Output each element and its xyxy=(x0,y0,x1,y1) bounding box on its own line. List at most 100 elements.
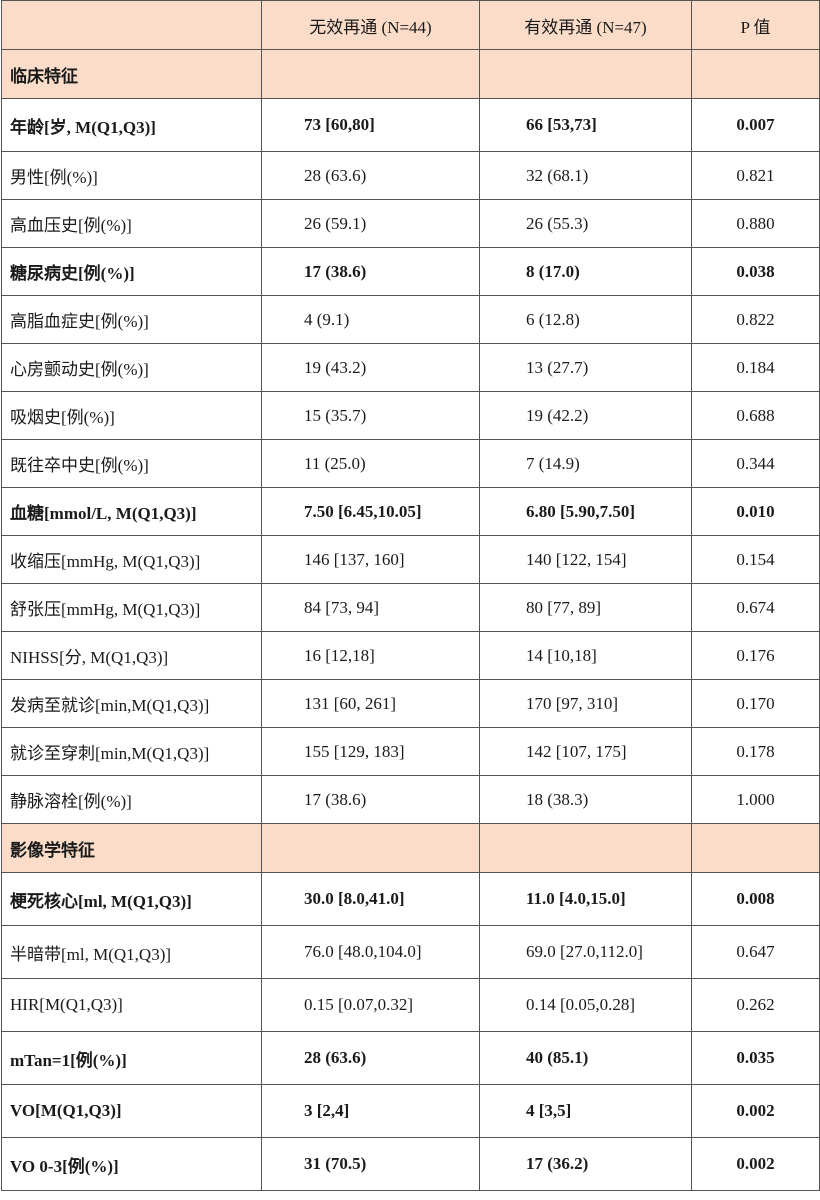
value-ineffective: 11 (25.0) xyxy=(261,439,480,488)
p-value: 0.822 xyxy=(691,295,820,344)
table-row: 半暗带[ml, M(Q1,Q3)] 76.0 [48.0,104.0] 69.0 [… xyxy=(1,925,820,979)
p-value: 0.344 xyxy=(691,439,820,488)
table-row: mTan=1[例(%)] 28 (63.6) 40 (85.1) 0.035 xyxy=(1,1031,820,1085)
table-row: VO 0-3[例(%)] 31 (70.5) 17 (36.2) 0.002 xyxy=(1,1137,820,1191)
value-effective: 140 [122, 154] xyxy=(479,535,692,584)
value-effective: 0.14 [0.05,0.28] xyxy=(479,978,692,1032)
section-title: 影像学特征 xyxy=(1,823,262,873)
table-row: 舒张压[mmHg, M(Q1,Q3)] 84 [73, 94] 80 [77, 89… xyxy=(1,583,820,632)
row-label: 年龄[岁, M(Q1,Q3)] xyxy=(1,98,262,152)
row-label: 高血压史[例(%)] xyxy=(1,199,262,248)
value-ineffective: 17 (38.6) xyxy=(261,775,480,824)
section-empty-cell xyxy=(691,49,820,99)
value-effective: 170 [97, 310] xyxy=(479,679,692,728)
p-value: 0.002 xyxy=(691,1137,820,1191)
value-effective: 13 (27.7) xyxy=(479,343,692,392)
value-ineffective: 19 (43.2) xyxy=(261,343,480,392)
value-effective: 17 (36.2) xyxy=(479,1137,692,1191)
table-row: 发病至就诊[min,M(Q1,Q3)] 131 [60, 261] 170 [97,… xyxy=(1,679,820,728)
section-empty-cell xyxy=(261,49,480,99)
value-effective: 32 (68.1) xyxy=(479,151,692,200)
table-row: 高脂血症史[例(%)] 4 (9.1) 6 (12.8) 0.822 xyxy=(1,295,820,344)
row-label: 半暗带[ml, M(Q1,Q3)] xyxy=(1,925,262,979)
section-row: 临床特征 xyxy=(1,49,820,99)
row-label: NIHSS[分, M(Q1,Q3)] xyxy=(1,631,262,680)
p-value: 0.880 xyxy=(691,199,820,248)
value-ineffective: 31 (70.5) xyxy=(261,1137,480,1191)
row-label: 静脉溶栓[例(%)] xyxy=(1,775,262,824)
value-effective: 14 [10,18] xyxy=(479,631,692,680)
value-effective: 19 (42.2) xyxy=(479,391,692,440)
value-ineffective: 28 (63.6) xyxy=(261,151,480,200)
p-value: 0.010 xyxy=(691,487,820,536)
table-row: 静脉溶栓[例(%)] 17 (38.6) 18 (38.3) 1.000 xyxy=(1,775,820,824)
p-value: 0.170 xyxy=(691,679,820,728)
value-ineffective: 3 [2,4] xyxy=(261,1084,480,1138)
value-ineffective: 28 (63.6) xyxy=(261,1031,480,1085)
table-row: VO[M(Q1,Q3)] 3 [2,4] 4 [3,5] 0.002 xyxy=(1,1084,820,1138)
row-label: 发病至就诊[min,M(Q1,Q3)] xyxy=(1,679,262,728)
value-effective: 40 (85.1) xyxy=(479,1031,692,1085)
value-ineffective: 146 [137, 160] xyxy=(261,535,480,584)
section-title: 临床特征 xyxy=(1,49,262,99)
p-value: 0.176 xyxy=(691,631,820,680)
value-ineffective: 26 (59.1) xyxy=(261,199,480,248)
section-empty-cell xyxy=(691,823,820,873)
value-ineffective: 0.15 [0.07,0.32] xyxy=(261,978,480,1032)
value-effective: 11.0 [4.0,15.0] xyxy=(479,872,692,926)
row-label: 高脂血症史[例(%)] xyxy=(1,295,262,344)
value-effective: 7 (14.9) xyxy=(479,439,692,488)
table-row: 年龄[岁, M(Q1,Q3)] 73 [60,80] 66 [53,73] 0.007 xyxy=(1,98,820,152)
header-col4: P 值 xyxy=(691,0,820,50)
p-value: 0.178 xyxy=(691,727,820,776)
value-ineffective: 155 [129, 183] xyxy=(261,727,480,776)
p-value: 0.154 xyxy=(691,535,820,584)
value-ineffective: 131 [60, 261] xyxy=(261,679,480,728)
value-effective: 26 (55.3) xyxy=(479,199,692,248)
value-ineffective: 15 (35.7) xyxy=(261,391,480,440)
value-effective: 18 (38.3) xyxy=(479,775,692,824)
section-row: 影像学特征 xyxy=(1,823,820,873)
p-value: 0.821 xyxy=(691,151,820,200)
row-label: 舒张压[mmHg, M(Q1,Q3)] xyxy=(1,583,262,632)
value-ineffective: 4 (9.1) xyxy=(261,295,480,344)
table-row: 高血压史[例(%)] 26 (59.1) 26 (55.3) 0.880 xyxy=(1,199,820,248)
table-row: 血糖[mmol/L, M(Q1,Q3)] 7.50 [6.45,10.05] 6.8… xyxy=(1,487,820,536)
row-label: 就诊至穿刺[min,M(Q1,Q3)] xyxy=(1,727,262,776)
row-label: HIR[M(Q1,Q3)] xyxy=(1,978,262,1032)
p-value: 0.262 xyxy=(691,978,820,1032)
header-row: 无效再通 (N=44) 有效再通 (N=47) P 值 xyxy=(1,0,820,50)
table-row: 收缩压[mmHg, M(Q1,Q3)] 146 [137, 160] 140 [12… xyxy=(1,535,820,584)
table-row: 心房颤动史[例(%)] 19 (43.2) 13 (27.7) 0.184 xyxy=(1,343,820,392)
value-effective: 69.0 [27.0,112.0] xyxy=(479,925,692,979)
row-label: 收缩压[mmHg, M(Q1,Q3)] xyxy=(1,535,262,584)
table-row: 糖尿病史[例(%)] 17 (38.6) 8 (17.0) 0.038 xyxy=(1,247,820,296)
table-row: 既往卒中史[例(%)] 11 (25.0) 7 (14.9) 0.344 xyxy=(1,439,820,488)
row-label: 既往卒中史[例(%)] xyxy=(1,439,262,488)
value-effective: 4 [3,5] xyxy=(479,1084,692,1138)
p-value: 0.647 xyxy=(691,925,820,979)
p-value: 0.674 xyxy=(691,583,820,632)
value-ineffective: 7.50 [6.45,10.05] xyxy=(261,487,480,536)
row-label: 血糖[mmol/L, M(Q1,Q3)] xyxy=(1,487,262,536)
value-effective: 8 (17.0) xyxy=(479,247,692,296)
value-effective: 66 [53,73] xyxy=(479,98,692,152)
value-effective: 80 [77, 89] xyxy=(479,583,692,632)
row-label: 男性[例(%)] xyxy=(1,151,262,200)
p-value: 0.688 xyxy=(691,391,820,440)
section-empty-cell xyxy=(479,49,692,99)
table-row: 吸烟史[例(%)] 15 (35.7) 19 (42.2) 0.688 xyxy=(1,391,820,440)
value-ineffective: 30.0 [8.0,41.0] xyxy=(261,872,480,926)
row-label: 吸烟史[例(%)] xyxy=(1,391,262,440)
value-ineffective: 76.0 [48.0,104.0] xyxy=(261,925,480,979)
section-empty-cell xyxy=(479,823,692,873)
p-value: 0.184 xyxy=(691,343,820,392)
header-col3: 有效再通 (N=47) xyxy=(479,0,692,50)
p-value: 0.038 xyxy=(691,247,820,296)
table-row: 男性[例(%)] 28 (63.6) 32 (68.1) 0.821 xyxy=(1,151,820,200)
p-value: 0.007 xyxy=(691,98,820,152)
row-label: 梗死核心[ml, M(Q1,Q3)] xyxy=(1,872,262,926)
value-ineffective: 73 [60,80] xyxy=(261,98,480,152)
value-effective: 142 [107, 175] xyxy=(479,727,692,776)
